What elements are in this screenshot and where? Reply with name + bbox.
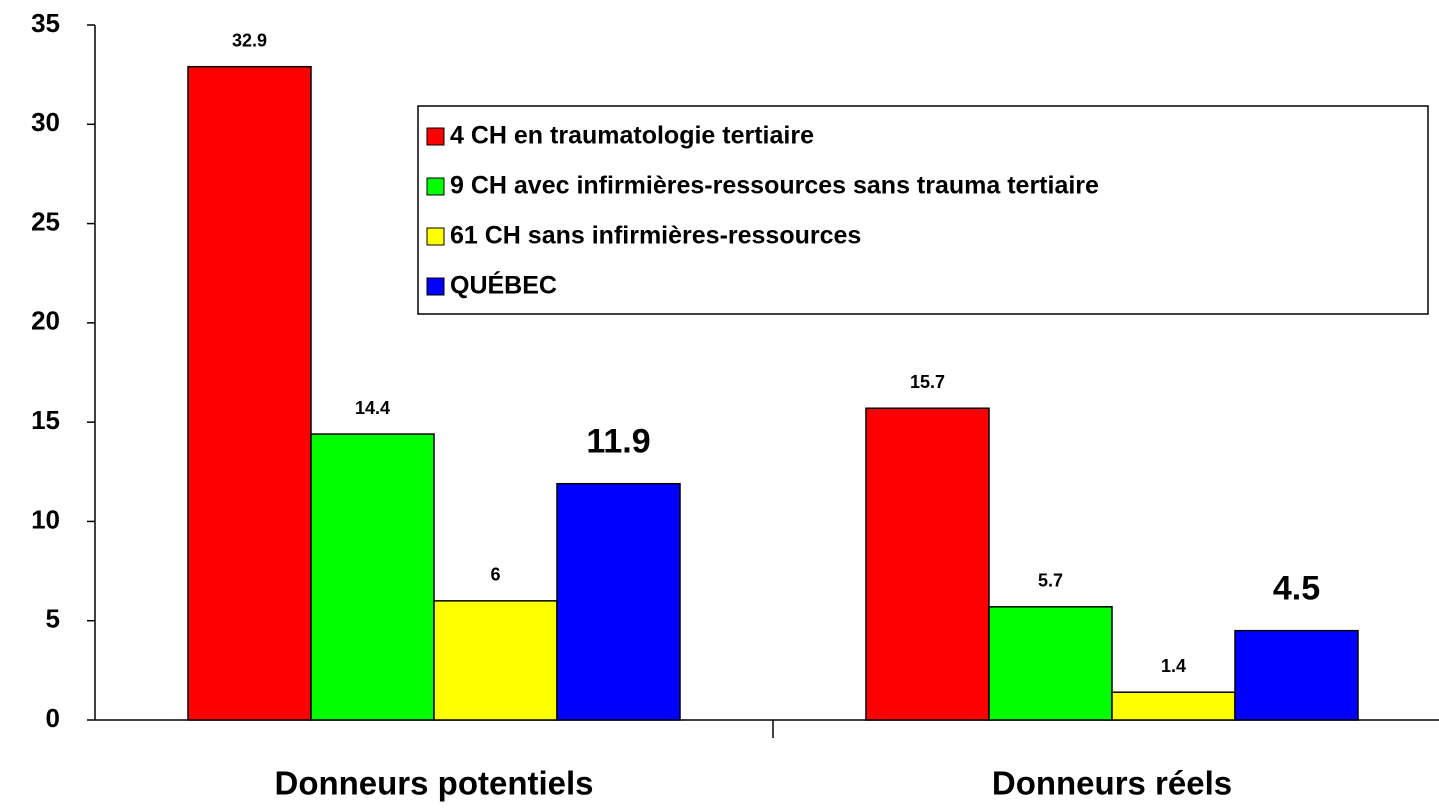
y-tick-label: 25 xyxy=(31,206,60,236)
bar xyxy=(556,482,681,721)
y-tick-label: 15 xyxy=(31,405,60,435)
y-tick-label: 0 xyxy=(46,703,60,733)
x-tick-label: Donneurs potentiels xyxy=(274,765,593,802)
value-label: 11.9 xyxy=(586,423,650,461)
value-label: 32.9 xyxy=(232,30,267,50)
value-label: 6 xyxy=(490,565,500,585)
value-label: 15.7 xyxy=(910,372,945,392)
legend-label: 9 CH avec infirmières-ressources sans tr… xyxy=(450,172,1099,200)
y-tick-label: 20 xyxy=(31,306,60,336)
value-label: 1.4 xyxy=(1161,656,1186,676)
y-tick-label: 5 xyxy=(46,604,60,634)
legend-swatch xyxy=(426,277,445,296)
legend-swatch xyxy=(426,127,445,146)
legend-box xyxy=(417,105,1429,315)
value-label: 4.5 xyxy=(1273,570,1320,608)
bar xyxy=(1234,629,1359,721)
legend-swatch xyxy=(426,227,445,246)
y-tick-label: 10 xyxy=(31,504,60,534)
legend-label: 61 CH sans infirmières-ressources xyxy=(450,222,861,250)
bar xyxy=(433,600,558,721)
legend-label: 4 CH en traumatologie tertiaire xyxy=(450,122,814,150)
bar xyxy=(310,433,435,721)
value-label: 14.4 xyxy=(355,398,390,418)
legend-label: QUÉBEC xyxy=(450,271,557,300)
y-tick-label: 35 xyxy=(31,8,60,38)
bar xyxy=(988,606,1113,721)
value-label: 5.7 xyxy=(1038,571,1063,591)
bar xyxy=(187,65,312,721)
bar xyxy=(865,407,990,721)
legend-swatch xyxy=(426,177,445,196)
y-tick-label: 30 xyxy=(31,107,60,137)
bar xyxy=(1111,691,1236,721)
x-tick-label: Donneurs réels xyxy=(992,765,1232,802)
